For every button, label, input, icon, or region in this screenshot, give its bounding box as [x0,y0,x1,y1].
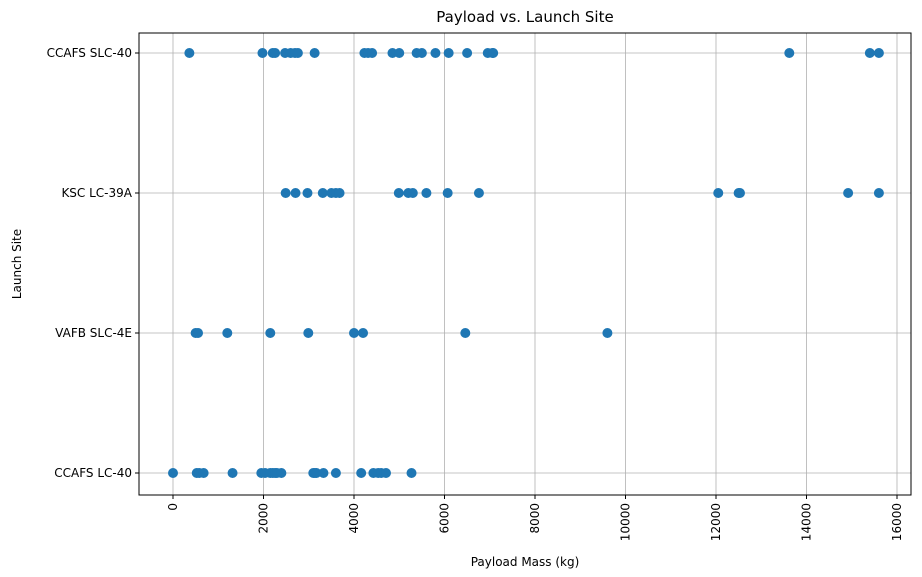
data-point [265,328,276,338]
data-point [873,188,884,198]
data-point [443,48,454,58]
data-point [843,188,854,198]
data-point [713,188,724,198]
data-point [367,48,378,58]
data-point [473,188,484,198]
data-point [406,468,417,478]
data-point [460,328,471,338]
data-point [349,328,359,338]
data-point [303,328,314,338]
y-tick-label: KSC LC-39A [61,186,132,200]
data-point [334,188,345,198]
data-point [488,48,499,58]
data-point [602,328,613,338]
y-ticks: CCAFS LC-40 VAFB SLC-4E KSC LC-39A CCAFS SL… [47,46,139,480]
x-tick-label: 0 [166,503,180,511]
data-point [421,188,432,198]
data-point [442,188,453,198]
data-point [864,48,875,58]
y-axis-label: Launch Site [10,229,24,299]
grid-layer [139,33,911,495]
data-point [358,328,369,338]
data-point [227,468,238,478]
data-point [309,48,320,58]
data-point [276,468,287,478]
data-point [430,48,441,58]
x-axis-label: Payload Mass (kg) [471,555,580,569]
x-tick-label: 6000 [438,503,452,534]
data-point [462,48,473,58]
data-point [734,188,745,198]
x-tick-label: 4000 [347,503,361,534]
data-point [311,468,322,478]
data-point [393,188,404,198]
data-point [302,188,313,198]
data-point [416,48,427,58]
x-ticks: 0 2000 4000 6000 8000 10000 12000 14000 16000 [166,495,904,541]
data-point [280,188,291,198]
y-tick-label: CCAFS LC-40 [54,466,132,480]
x-tick-label: 16000 [890,503,904,541]
data-point [318,468,329,478]
x-tick-label: 2000 [257,503,271,534]
chart-title: Payload vs. Launch Site [436,8,613,26]
data-point [330,468,341,478]
data-point [380,468,391,478]
data-point [407,188,418,198]
y-tick-label: CCAFS SLC-40 [47,46,132,60]
data-point [168,468,178,478]
x-tick-label: 8000 [528,503,542,534]
points-layer [168,48,884,478]
data-point [198,468,209,478]
data-point [292,48,303,58]
x-tick-label: 12000 [709,503,723,541]
data-point [193,328,204,338]
data-point [873,48,884,58]
data-point [270,48,281,58]
data-point [184,48,195,58]
data-point [784,48,795,58]
x-tick-label: 10000 [619,503,633,541]
y-tick-label: VAFB SLC-4E [55,326,132,340]
x-tick-label: 14000 [800,503,814,541]
data-point [290,188,301,198]
data-point [317,188,328,198]
data-point [356,468,367,478]
data-point [257,48,268,58]
data-point [394,48,405,58]
plot-frame [138,32,912,496]
data-point [222,328,233,338]
